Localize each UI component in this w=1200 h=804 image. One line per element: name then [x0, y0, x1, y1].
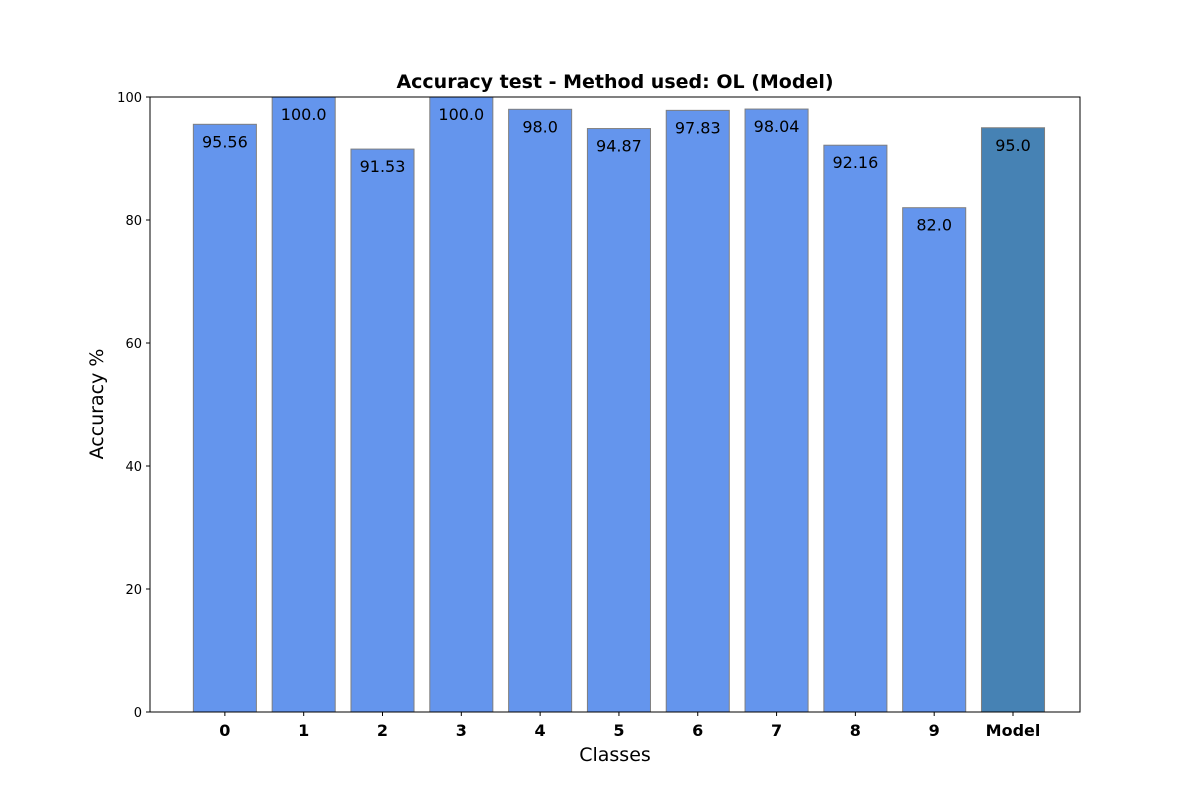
x-axis-label: Classes — [579, 744, 651, 766]
bar-value-label: 98.0 — [522, 117, 558, 136]
bar-value-label: 97.83 — [675, 118, 721, 137]
bar-value-label: 95.56 — [202, 132, 248, 151]
y-tick-label: 100 — [117, 91, 142, 106]
bar-6 — [665, 109, 730, 713]
chart-title: Accuracy test - Method used: OL (Model) — [396, 71, 833, 93]
bar-value-label: 98.04 — [754, 117, 800, 136]
bar-value-label: 95.0 — [995, 136, 1031, 155]
x-tick-label: 5 — [613, 721, 624, 740]
bar-value-label: 100.0 — [281, 105, 327, 124]
bar-3 — [429, 96, 494, 713]
x-tick-label: 4 — [535, 721, 546, 740]
bar-4 — [508, 108, 573, 713]
bar-2 — [350, 148, 415, 713]
bars-layer: 95.56 100.0 91.53 100.0 98.0 94.87 97.83 98.04 9… — [192, 96, 1046, 713]
x-tick-label: 0 — [219, 721, 230, 740]
bar-8 — [823, 144, 888, 713]
y-tick-label: 60 — [125, 337, 142, 352]
bar-7 — [744, 108, 809, 713]
bar-5 — [586, 128, 651, 713]
bar-value-label: 82.0 — [916, 216, 952, 235]
bar-value-label: 92.16 — [832, 153, 878, 172]
x-tick-label: 9 — [929, 721, 940, 740]
x-tick-label: 7 — [771, 721, 782, 740]
x-tick-label: Model — [986, 721, 1041, 740]
y-tick-label: 20 — [125, 583, 142, 598]
y-axis: 0 20 40 60 80 100 — [117, 91, 150, 721]
y-tick-label: 80 — [125, 214, 142, 229]
x-tick-label: 8 — [850, 721, 861, 740]
y-tick-label: 0 — [134, 706, 142, 721]
bar-value-label: 100.0 — [438, 105, 484, 124]
bar-model — [980, 127, 1046, 713]
bar-0 — [192, 123, 257, 713]
plot-area-frame — [149, 96, 1081, 713]
bar-value-label: 94.87 — [596, 137, 642, 156]
bar-9 — [902, 207, 967, 713]
x-axis: 0 1 2 3 4 5 6 7 8 9 Model — [219, 712, 1040, 740]
x-tick-label: 3 — [456, 721, 467, 740]
x-tick-label: 2 — [377, 721, 388, 740]
y-axis-label: Accuracy % — [86, 349, 108, 460]
bar-value-label: 91.53 — [360, 157, 406, 176]
y-tick-label: 40 — [125, 460, 142, 475]
x-tick-label: 1 — [298, 721, 309, 740]
bar-1 — [271, 96, 336, 713]
x-tick-label: 6 — [692, 721, 703, 740]
